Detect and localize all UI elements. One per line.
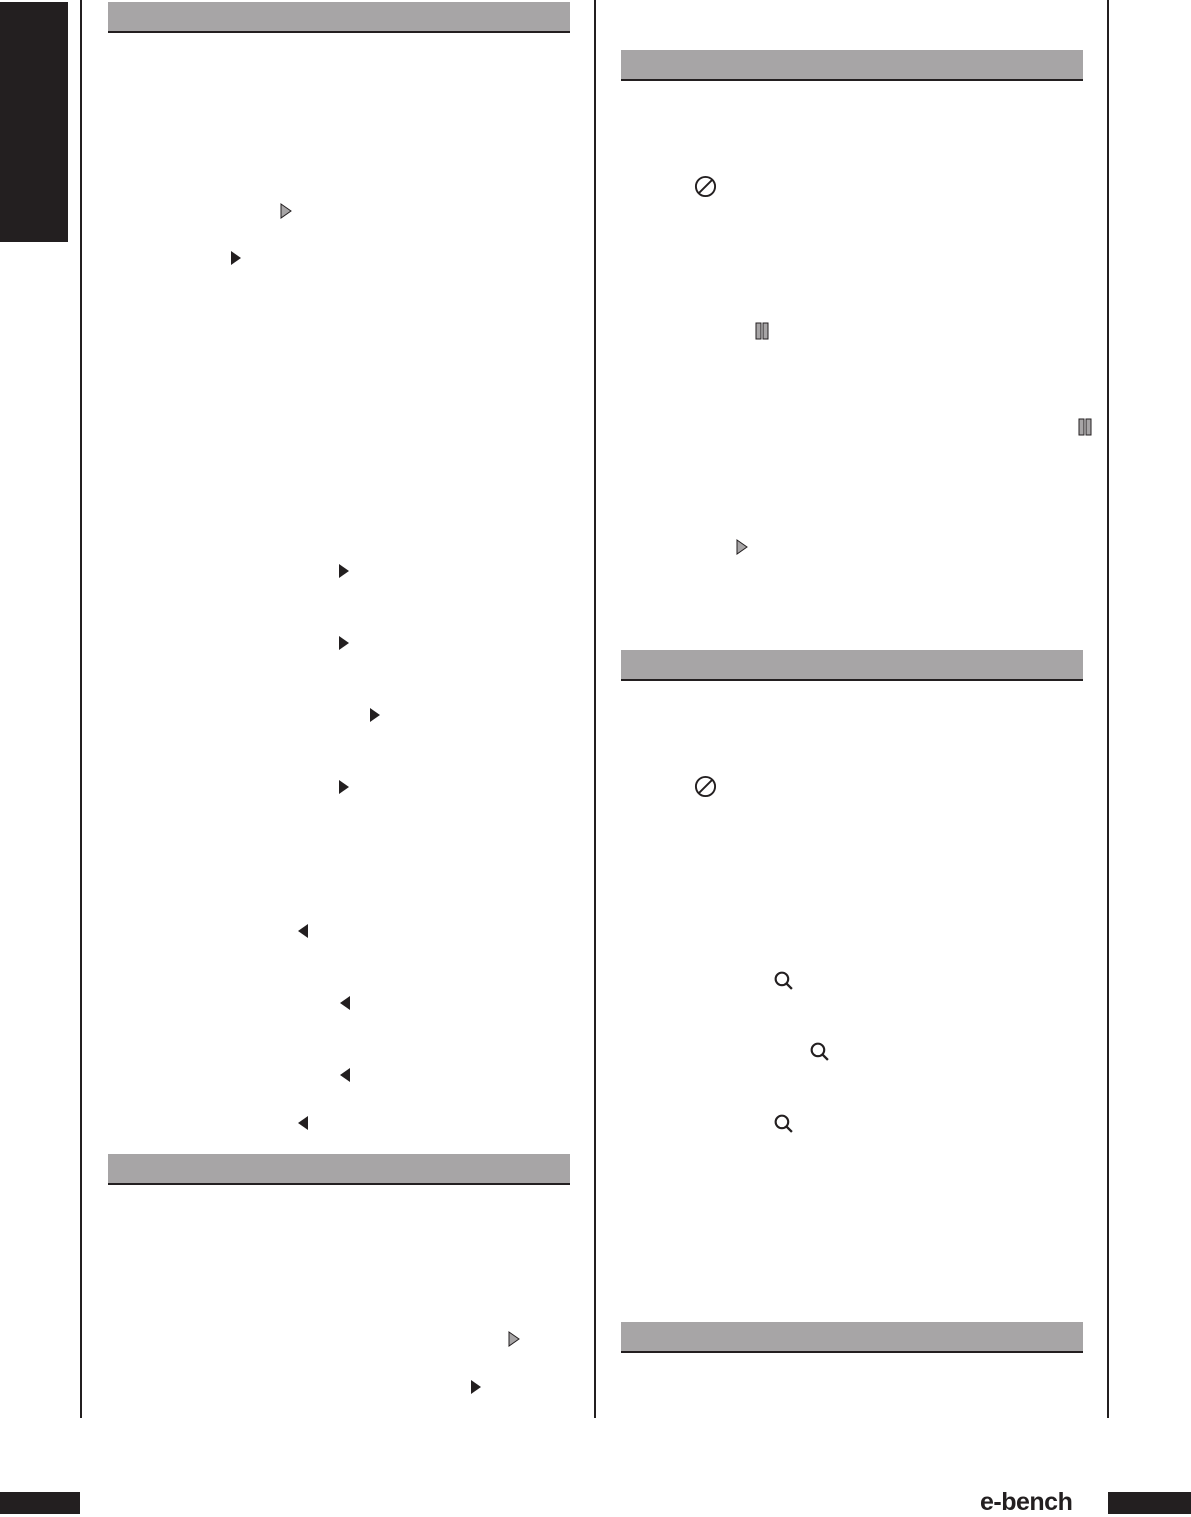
column-divider-left [80, 0, 82, 1418]
left-triangle-icon [340, 996, 350, 1010]
left-triangle-icon [298, 924, 308, 938]
play-outline-icon [736, 539, 748, 555]
magnifier-icon [774, 971, 793, 990]
pause-icon [1078, 418, 1092, 436]
play-outline-icon [508, 1331, 520, 1347]
section-header-bar [108, 2, 570, 33]
play-outline-icon [280, 203, 292, 219]
section-header-bar [621, 50, 1083, 81]
stop-icon [694, 775, 717, 798]
section-header-bar [621, 650, 1083, 681]
side-tab-block [0, 2, 68, 242]
left-triangle-icon [340, 1068, 350, 1082]
page-number-block-right [1108, 1492, 1191, 1514]
magnifier-icon [774, 1114, 793, 1133]
brand-logo: e-bench [980, 1488, 1073, 1516]
column-divider-right [1107, 0, 1109, 1418]
section-header-bar [621, 1322, 1083, 1353]
magnifier-icon [810, 1042, 829, 1061]
play-icon [339, 564, 349, 578]
pause-icon [755, 322, 769, 340]
play-icon [339, 780, 349, 794]
stop-icon [694, 175, 717, 198]
section-header-bar [108, 1154, 570, 1185]
column-divider-middle [594, 0, 596, 1418]
page-number-block-left [0, 1492, 80, 1514]
left-triangle-icon [298, 1116, 308, 1130]
play-icon [370, 708, 380, 722]
play-icon [471, 1380, 481, 1394]
play-icon [339, 636, 349, 650]
play-icon [231, 251, 241, 265]
